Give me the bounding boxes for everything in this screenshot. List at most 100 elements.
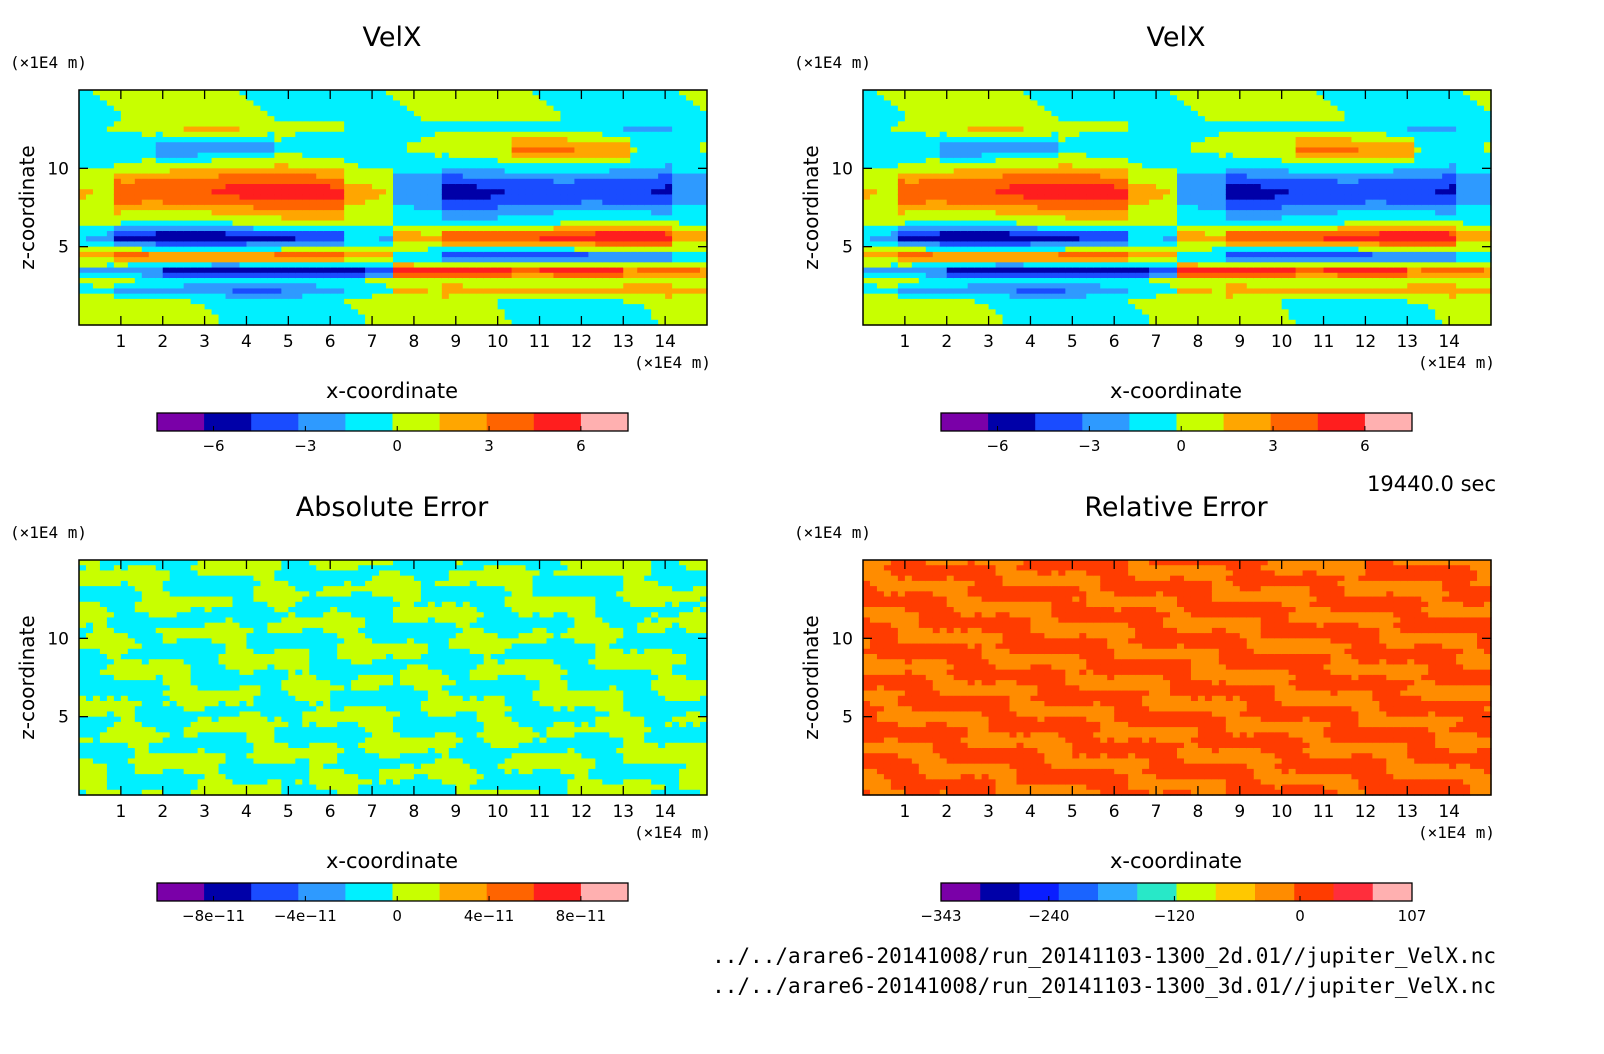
heatmap-cell xyxy=(434,137,443,143)
heatmap-cell xyxy=(190,298,199,305)
heatmap-cell xyxy=(616,173,624,180)
heatmap-cell xyxy=(532,110,541,117)
heatmap-cell xyxy=(609,210,617,216)
heatmap-cell xyxy=(386,126,394,133)
heatmap-cell xyxy=(869,142,878,149)
heatmap-cell xyxy=(218,236,227,243)
heatmap-cell xyxy=(462,184,471,190)
heatmap-cell xyxy=(651,220,659,227)
heatmap-cell xyxy=(351,288,359,295)
heatmap-cell xyxy=(560,220,569,227)
heatmap-cell xyxy=(413,246,422,253)
heatmap-cell xyxy=(658,304,666,310)
heatmap-cell xyxy=(672,288,680,295)
heatmap-cell xyxy=(267,142,275,149)
heatmap-cell xyxy=(204,309,213,316)
heatmap-cell xyxy=(511,178,520,185)
heatmap-cell xyxy=(553,220,562,227)
heatmap-cell xyxy=(281,251,289,258)
heatmap-cell xyxy=(113,204,122,211)
heatmap-cell xyxy=(700,184,708,190)
heatmap-cell xyxy=(106,304,115,310)
heatmap-cell xyxy=(420,298,429,305)
heatmap-cell xyxy=(602,251,610,258)
heatmap-cell xyxy=(616,314,624,321)
heatmap-cell xyxy=(85,267,94,274)
heatmap-cell xyxy=(253,137,262,143)
heatmap-cell xyxy=(448,95,457,102)
heatmap-cell xyxy=(504,90,513,96)
heatmap-cell xyxy=(197,199,206,206)
heatmap-cell xyxy=(85,251,94,258)
heatmap-cell xyxy=(183,236,192,243)
heatmap-cell xyxy=(79,309,87,316)
heatmap-cell xyxy=(372,90,380,96)
heatmap-cell xyxy=(260,272,268,279)
heatmap-cell xyxy=(967,293,976,300)
heatmap-cell xyxy=(99,309,108,316)
heatmap-cell xyxy=(553,215,562,222)
heatmap-cell xyxy=(497,142,506,149)
heatmap-cell xyxy=(630,95,638,102)
heatmap-cell xyxy=(323,298,331,305)
heatmap-cell xyxy=(176,283,185,290)
heatmap-cell xyxy=(974,231,983,237)
heatmap-cell xyxy=(399,142,408,149)
heatmap-cell xyxy=(365,184,373,190)
heatmap-cell xyxy=(399,173,408,180)
heatmap-cell xyxy=(595,231,603,237)
heatmap-cell xyxy=(693,100,701,107)
heatmap-cell xyxy=(981,105,990,112)
heatmap-cell xyxy=(644,131,652,138)
heatmap-cell xyxy=(190,147,199,154)
heatmap-cell xyxy=(595,100,603,107)
heatmap-cell xyxy=(532,105,541,112)
heatmap-cell xyxy=(553,157,562,164)
heatmap-cell xyxy=(260,100,268,107)
heatmap-cell xyxy=(483,288,492,295)
heatmap-cell xyxy=(560,272,569,279)
heatmap-cell xyxy=(448,157,457,164)
heatmap-cell xyxy=(246,241,255,248)
heatmap-cell xyxy=(918,137,927,143)
heatmap-cell xyxy=(176,194,185,201)
heatmap-cell xyxy=(623,168,631,175)
heatmap-cell xyxy=(932,231,941,237)
heatmap-cell xyxy=(434,251,443,258)
heatmap-cell xyxy=(988,319,997,326)
heatmap-cell xyxy=(441,121,450,128)
heatmap-cell xyxy=(413,309,422,316)
heatmap-cell xyxy=(616,137,624,143)
heatmap-cell xyxy=(92,126,101,133)
heatmap-cell xyxy=(616,220,624,227)
heatmap-cell xyxy=(358,267,366,274)
heatmap-cell xyxy=(679,319,687,326)
heatmap-cell xyxy=(581,110,589,117)
heatmap-cell xyxy=(946,199,955,206)
heatmap-cell xyxy=(904,288,913,295)
heatmap-cell xyxy=(953,246,962,253)
heatmap-cell xyxy=(497,215,506,222)
heatmap-cell xyxy=(183,241,192,248)
heatmap-cell xyxy=(358,210,366,216)
heatmap-cell xyxy=(939,137,948,143)
heatmap-cell xyxy=(92,184,101,190)
heatmap-cell xyxy=(274,142,282,149)
heatmap-cell xyxy=(497,241,506,248)
heatmap-cell xyxy=(476,319,485,326)
heatmap-cell xyxy=(532,90,541,96)
heatmap-cell xyxy=(267,204,275,211)
heatmap-cell xyxy=(939,168,948,175)
heatmap-cell xyxy=(637,298,645,305)
heatmap-cell xyxy=(330,272,338,279)
heatmap-cell xyxy=(406,319,415,326)
heatmap-cell xyxy=(155,142,164,149)
heatmap-cell xyxy=(316,189,324,196)
heatmap-cell xyxy=(386,283,394,290)
heatmap-cell xyxy=(658,116,666,122)
heatmap-cell xyxy=(204,131,213,138)
heatmap-cell xyxy=(162,236,171,243)
heatmap-cell xyxy=(553,262,562,269)
heatmap-cell xyxy=(260,278,268,284)
heatmap-cell xyxy=(441,215,450,222)
